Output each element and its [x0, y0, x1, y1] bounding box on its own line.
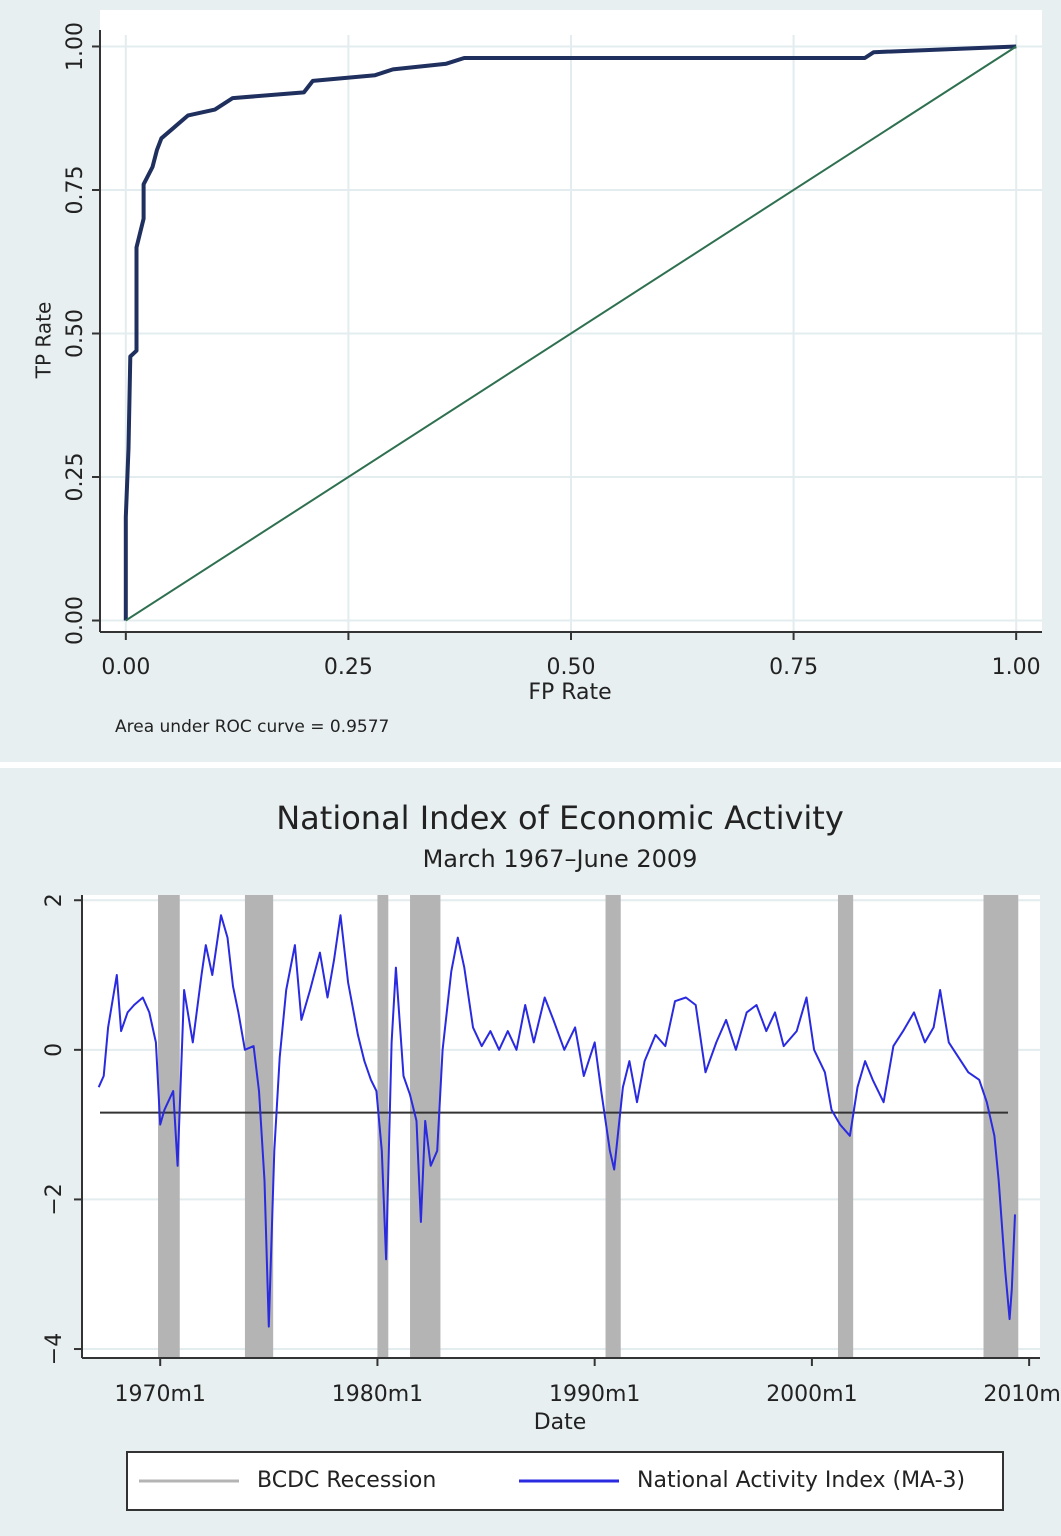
x-axis-label: FP Rate — [528, 680, 611, 705]
separator — [0, 762, 1061, 768]
x-tick-label: 1990m1 — [549, 1382, 640, 1407]
recession-band — [837, 895, 854, 1358]
recession-band — [605, 895, 621, 1358]
data-line — [123, 44, 1017, 621]
recession-band — [158, 895, 180, 1358]
x-axis-label: Date — [534, 1410, 587, 1435]
recession-band — [377, 895, 389, 1358]
x-tick-label: 2000m1 — [766, 1382, 857, 1407]
note: Area under ROC curve = 0.9577 — [115, 717, 389, 737]
y-tick-label: −2 — [42, 1183, 67, 1215]
chart-title: National Index of Economic Activity — [276, 799, 844, 837]
x-tick-label: 0.25 — [324, 655, 373, 680]
y-tick-label: 0.75 — [63, 165, 88, 214]
y-tick-label: 0.50 — [63, 309, 88, 358]
legend-label: National Activity Index (MA-3) — [637, 1468, 965, 1493]
data-line — [125, 45, 1017, 622]
x-tick-label: 0.75 — [769, 655, 818, 680]
y-tick-label: 0.00 — [63, 596, 88, 645]
y-tick-label: 2 — [42, 893, 67, 907]
y-tick-label: 0 — [42, 1043, 67, 1057]
y-tick-label: 0.25 — [63, 453, 88, 502]
y-axis-label: TP Rate — [32, 302, 56, 380]
x-tick-label: 1.00 — [992, 655, 1041, 680]
x-tick-label: 0.00 — [101, 655, 150, 680]
x-tick-label: 1980m1 — [332, 1382, 423, 1407]
recession-band — [244, 895, 274, 1358]
plot-area — [82, 895, 1040, 1358]
y-tick-label: 1.00 — [63, 22, 88, 71]
legend-box — [126, 1451, 1004, 1511]
chart-subtitle: March 1967–June 2009 — [423, 845, 698, 873]
y-tick-label: −4 — [42, 1333, 67, 1365]
legend-label: BCDC Recession — [257, 1468, 436, 1493]
recession-band — [983, 895, 1019, 1358]
data-line — [97, 914, 1016, 1328]
x-tick-label: 0.50 — [547, 655, 596, 680]
x-tick-label: 1970m1 — [114, 1382, 205, 1407]
x-tick-label: 2010m1 — [983, 1382, 1061, 1407]
